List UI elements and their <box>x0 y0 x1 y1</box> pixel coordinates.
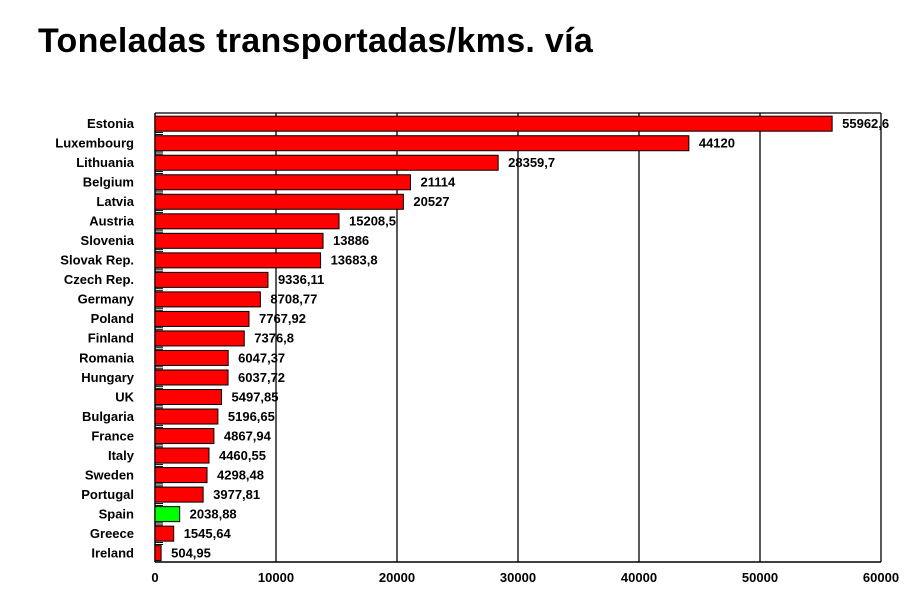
data-label: 8708,77 <box>270 292 317 307</box>
category-label: Sweden <box>85 467 134 482</box>
bar-germany <box>154 291 261 308</box>
category-label: Lithuania <box>76 155 135 170</box>
data-label: 44120 <box>699 136 735 151</box>
chart-title: Toneladas transportadas/kms. vía <box>38 22 594 60</box>
data-label: 13886 <box>333 233 369 248</box>
category-label: Greece <box>90 526 134 541</box>
category-label: Italy <box>108 448 135 463</box>
data-label: 4460,55 <box>219 448 266 463</box>
category-label: Bulgaria <box>82 409 135 424</box>
data-label: 15208,5 <box>349 214 396 229</box>
data-label: 2038,88 <box>190 506 237 521</box>
data-label: 7376,8 <box>254 331 294 346</box>
bar-ireland <box>154 545 162 562</box>
category-label: Slovenia <box>81 233 135 248</box>
bar-greece <box>154 525 175 542</box>
category-label: Luxembourg <box>55 136 134 151</box>
category-label: Estonia <box>87 116 135 131</box>
x-tick-label: 60000 <box>863 570 899 585</box>
data-label: 6037,72 <box>238 370 285 385</box>
bar-uk <box>154 389 223 406</box>
bar-belgium <box>154 174 411 191</box>
data-label: 6047,37 <box>238 350 285 365</box>
data-label: 4867,94 <box>224 428 272 443</box>
x-tick-label: 30000 <box>500 570 536 585</box>
data-label: 28359,7 <box>508 155 555 170</box>
bar-estonia <box>154 115 833 132</box>
data-label: 20527 <box>413 194 449 209</box>
data-label: 13683,8 <box>331 253 378 268</box>
category-label: Hungary <box>81 370 135 385</box>
category-label: Latvia <box>96 194 134 209</box>
bar-poland <box>154 310 250 327</box>
category-label: UK <box>115 389 134 404</box>
bar-slovenia <box>154 232 324 249</box>
data-label: 3977,81 <box>213 487 260 502</box>
data-label: 55962,6 <box>842 116 889 131</box>
category-label: Germany <box>78 292 135 307</box>
data-label: 5497,85 <box>232 389 279 404</box>
bar-lithuania <box>154 154 499 171</box>
category-label: Belgium <box>83 175 134 190</box>
bar-luxembourg <box>154 135 690 152</box>
data-label: 504,95 <box>171 545 211 560</box>
bar-portugal <box>154 486 204 503</box>
data-label: 1545,64 <box>184 526 232 541</box>
bar-slovak-rep- <box>154 252 322 269</box>
bar-hungary <box>154 369 229 386</box>
category-label: Finland <box>88 331 134 346</box>
bar-italy <box>154 447 210 464</box>
bar-finland <box>154 330 245 347</box>
bar-czech-rep- <box>154 271 269 288</box>
data-label: 21114 <box>420 175 455 190</box>
category-label: Slovak Rep. <box>60 253 134 268</box>
bar-spain <box>154 506 181 523</box>
category-label: Austria <box>89 214 135 229</box>
bar-sweden <box>154 467 208 484</box>
bar-romania <box>154 349 229 366</box>
x-tick-label: 10000 <box>258 570 294 585</box>
x-tick-label: 0 <box>151 570 158 585</box>
x-tick-label: 50000 <box>742 570 778 585</box>
x-tick-label: 20000 <box>379 570 415 585</box>
data-label: 7767,92 <box>259 311 306 326</box>
category-label: France <box>91 428 134 443</box>
category-label: Poland <box>91 311 134 326</box>
bar-bulgaria <box>154 408 219 425</box>
bar-austria <box>154 213 340 230</box>
data-label: 9336,11 <box>278 272 324 287</box>
data-label: 5196,65 <box>228 409 275 424</box>
category-label: Spain <box>99 506 134 521</box>
category-label: Portugal <box>81 487 134 502</box>
category-label: Czech Rep. <box>64 272 134 287</box>
category-label: Ireland <box>91 545 134 560</box>
x-tick-label: 40000 <box>621 570 657 585</box>
bar-france <box>154 428 215 445</box>
bar-latvia <box>154 193 404 210</box>
data-label: 4298,48 <box>217 467 264 482</box>
category-label: Romania <box>79 350 135 365</box>
